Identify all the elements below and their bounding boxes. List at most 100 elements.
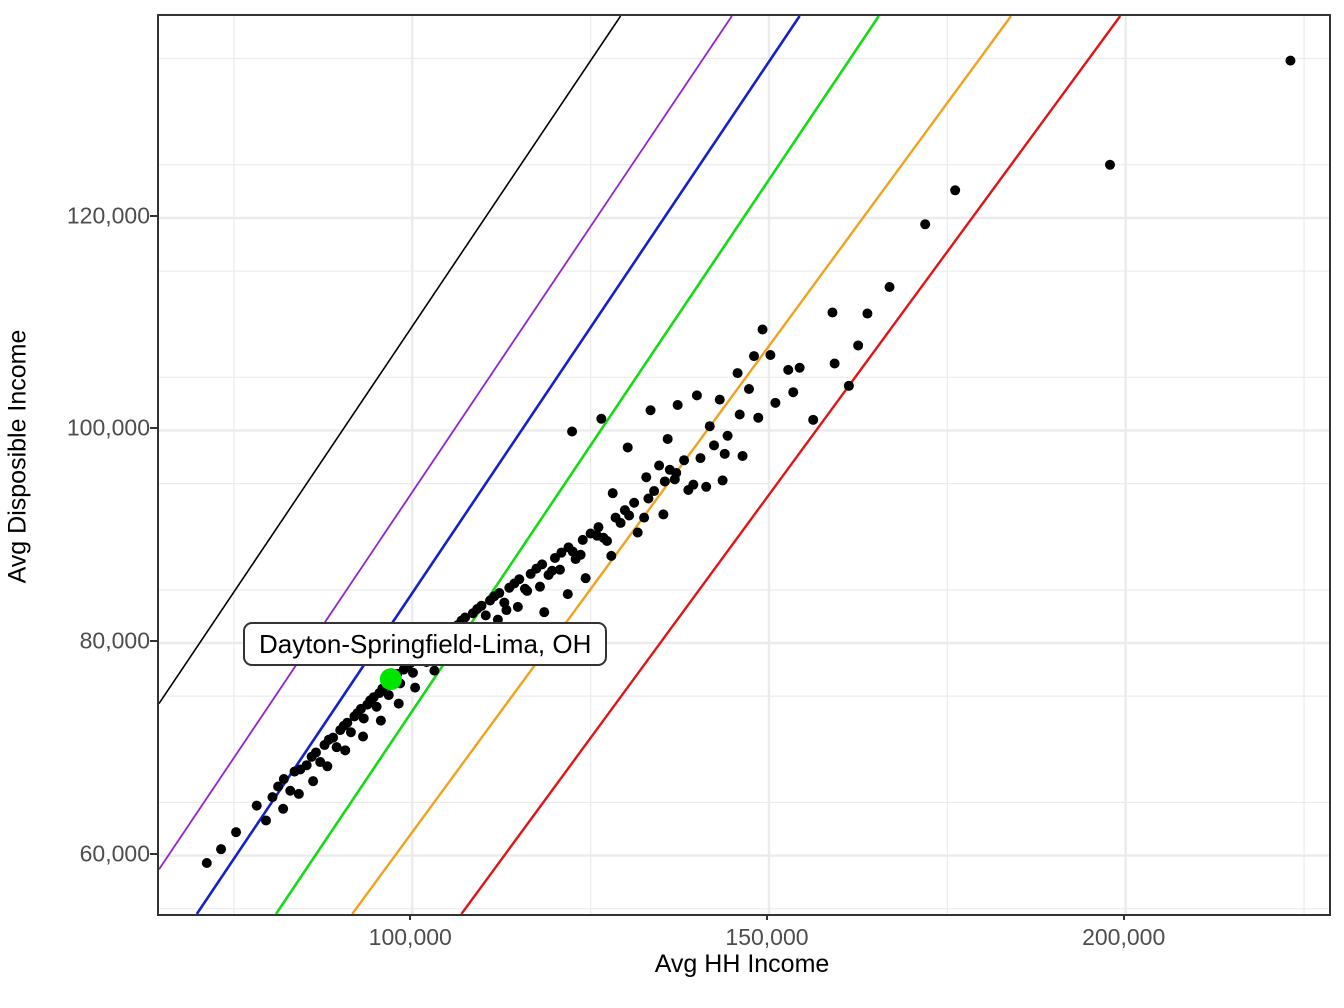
data-point	[429, 665, 440, 676]
x-axis-tick-mark	[765, 912, 768, 920]
data-point	[639, 512, 650, 523]
data-point	[261, 815, 272, 826]
orange-line	[351, 16, 1013, 914]
data-point	[345, 727, 356, 738]
x-axis-title: Avg HH Income	[654, 950, 830, 978]
data-point	[273, 781, 284, 792]
data-point	[539, 607, 550, 618]
data-point	[688, 479, 699, 490]
x-axis-tick-label: 200,000	[1082, 924, 1166, 950]
data-point	[407, 667, 418, 678]
data-point	[562, 589, 573, 600]
data-point	[654, 460, 665, 471]
plot-svg	[159, 16, 1329, 914]
data-point	[679, 455, 690, 466]
red-line	[460, 16, 1122, 914]
data-point	[664, 464, 675, 475]
data-point	[554, 564, 565, 575]
x-axis-tick-label: 150,000	[725, 924, 809, 950]
data-point	[606, 550, 617, 561]
data-point	[328, 732, 339, 743]
data-point	[567, 546, 578, 557]
data-point	[567, 426, 578, 437]
data-point	[669, 474, 680, 485]
x-axis-tick-mark	[409, 912, 412, 920]
data-point	[632, 527, 643, 538]
black-line	[159, 16, 622, 705]
data-point	[251, 800, 262, 811]
data-point	[732, 368, 743, 379]
data-point	[476, 600, 487, 611]
data-point	[709, 440, 720, 451]
data-point	[714, 394, 725, 405]
data-point	[695, 453, 706, 464]
data-point	[701, 481, 712, 492]
data-point	[659, 476, 670, 487]
data-point	[231, 827, 242, 838]
data-point	[719, 448, 730, 459]
data-point	[607, 488, 618, 499]
data-point	[658, 509, 669, 520]
data-point	[737, 450, 748, 461]
data-point	[301, 760, 312, 771]
data-point	[512, 601, 523, 612]
data-point	[340, 745, 351, 756]
green-line	[274, 16, 880, 914]
data-point	[577, 534, 588, 545]
y-axis-title: Avg Disposible Income	[0, 0, 36, 912]
data-point	[645, 405, 656, 416]
y-axis-tick-mark	[150, 427, 158, 430]
plot-panel	[157, 14, 1331, 916]
data-point	[393, 698, 404, 709]
y-axis-tick-mark	[150, 640, 158, 642]
data-point	[310, 747, 321, 758]
data-point	[410, 682, 421, 693]
data-point	[920, 219, 931, 230]
data-point	[494, 588, 505, 599]
data-point	[808, 414, 819, 425]
data-point	[794, 362, 805, 373]
data-point	[757, 324, 768, 335]
data-point	[1285, 55, 1296, 66]
data-point	[580, 573, 591, 584]
data-point	[770, 397, 781, 408]
data-point	[480, 610, 491, 621]
data-point	[950, 185, 961, 196]
y-axis-tick-label: 100,000	[66, 414, 150, 441]
data-point	[853, 340, 864, 351]
data-point	[371, 701, 382, 712]
data-point	[514, 574, 525, 585]
data-point	[884, 281, 895, 292]
purple-line	[159, 16, 733, 870]
data-point	[748, 351, 759, 362]
x-axis-tick-label: 100,000	[368, 924, 452, 950]
y-axis-tick-label: 120,000	[66, 202, 150, 229]
data-point	[278, 774, 289, 785]
data-point	[342, 717, 353, 728]
data-point	[829, 358, 840, 369]
scatter-points	[201, 55, 1296, 868]
annotation-label-box[interactable]: Dayton-Springfield-Lima, OH	[243, 622, 608, 666]
data-point	[734, 409, 745, 420]
data-point	[501, 605, 512, 616]
data-point	[1104, 159, 1115, 170]
data-point	[753, 412, 764, 423]
data-point	[788, 387, 799, 398]
data-point	[575, 549, 586, 560]
data-point	[358, 731, 369, 742]
data-point	[629, 497, 640, 508]
data-point	[624, 510, 635, 521]
data-point	[537, 559, 548, 570]
y-axis-tick-label: 80,000	[79, 627, 150, 654]
data-point	[278, 803, 289, 814]
data-point	[267, 792, 278, 803]
data-point	[722, 430, 733, 441]
data-point	[598, 532, 609, 543]
blue-line	[195, 16, 801, 914]
data-point	[717, 475, 728, 486]
data-point	[460, 612, 471, 623]
data-point	[615, 517, 626, 528]
data-point	[216, 844, 227, 855]
data-point	[308, 776, 319, 787]
highlighted-point[interactable]	[379, 668, 402, 691]
